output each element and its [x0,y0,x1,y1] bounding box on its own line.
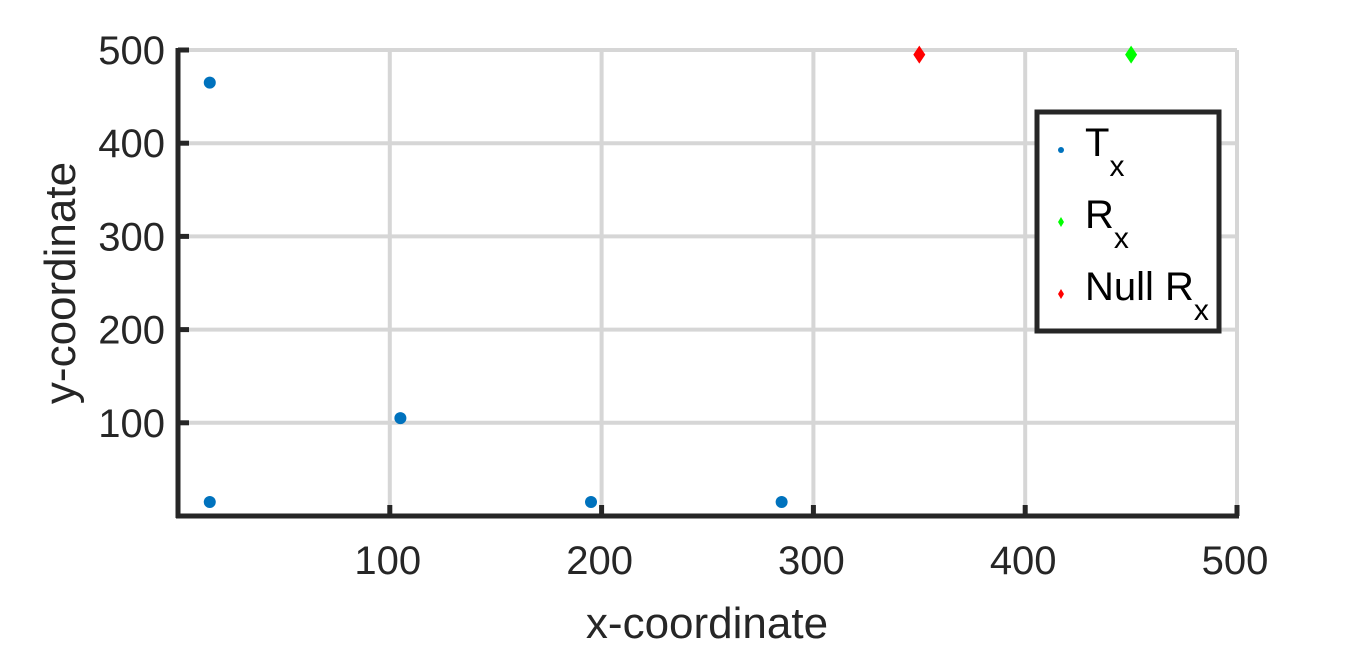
data-point [1125,45,1138,64]
x-axis-label: x-coordinate [586,599,828,648]
y-tick-label: 200 [98,309,165,353]
y-tick-label: 400 [98,122,165,166]
y-axis-label: y-coordinate [36,162,85,404]
data-points [203,45,1138,509]
legend-label: Null Rx [1085,265,1209,327]
legend-box [1034,109,1222,334]
x-tick-label: 100 [354,539,421,583]
axes [175,48,1239,519]
legend-marker [1058,147,1064,153]
data-point [394,412,407,425]
legend: Tx Rx Null Rx [1034,109,1222,334]
data-point [913,45,926,64]
legend-marker [1058,217,1064,227]
legend-marker [1058,289,1064,299]
data-point [585,496,598,509]
x-tick-label: 400 [990,539,1057,583]
y-tick-label: 300 [98,215,165,259]
x-tick-label: 200 [566,539,633,583]
x-tick-label: 300 [778,539,845,583]
y-tick-label: 500 [98,29,165,73]
ticks: 100 200 300 400 500 100 200 300 400 500 [98,29,1268,583]
y-tick-label: 100 [98,402,165,446]
data-point [203,496,216,509]
data-point [775,496,788,509]
legend-label: Tx [1085,121,1124,183]
data-point [203,76,216,89]
x-tick-label: 500 [1202,539,1269,583]
legend-label: Rx [1085,193,1129,255]
